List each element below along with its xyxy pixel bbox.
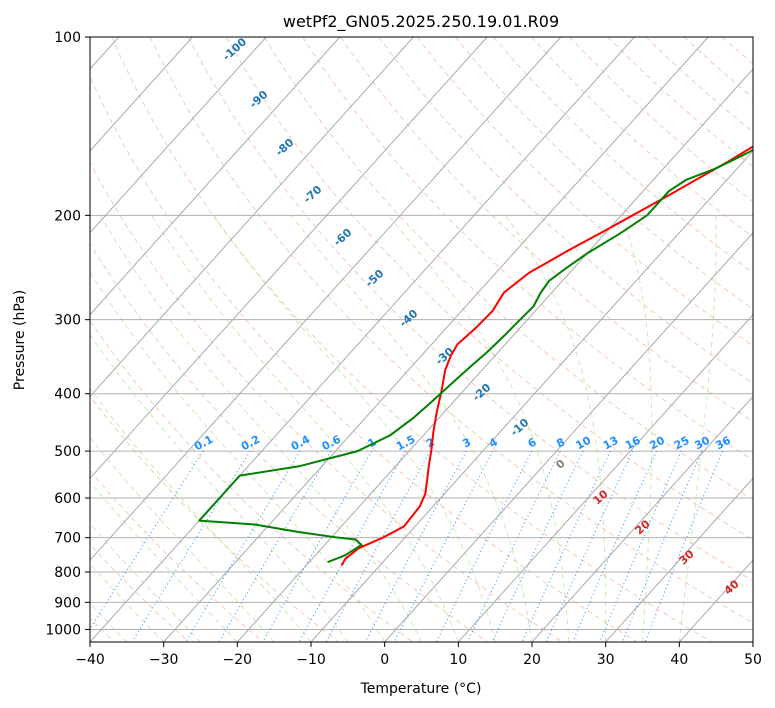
isotherm-gridline <box>163 37 709 642</box>
dry-adiabat-line <box>761 37 775 642</box>
x-tick-label: 50 <box>744 652 762 668</box>
mixing-ratio-line <box>393 450 494 642</box>
y-tick-label: 700 <box>54 531 81 547</box>
temperature-line <box>340 145 753 567</box>
x-tick-label: 30 <box>597 652 615 668</box>
y-tick-label: 500 <box>54 444 81 460</box>
mixing-ratio-label: 16 <box>623 434 643 453</box>
moist-adiabat-line <box>678 215 717 642</box>
dry-adiabat-line <box>111 37 712 642</box>
isotherm-gridline <box>90 37 193 152</box>
isotherm-gridline <box>605 477 753 642</box>
mixing-ratio-line <box>521 450 611 642</box>
plot-frame <box>89 36 754 643</box>
x-tick-label: 10 <box>449 652 467 668</box>
moist-adiabat-line <box>90 481 238 642</box>
dry-adiabat-line <box>187 37 753 582</box>
mixing-ratio-label: 30 <box>692 434 712 453</box>
x-tick-label: 0 <box>380 652 389 668</box>
x-tick-label: −10 <box>296 652 326 668</box>
y-tick-label: 200 <box>54 208 81 224</box>
x-axis-label: Temperature (°C) <box>360 681 482 697</box>
x-tick-label: 40 <box>670 652 688 668</box>
isotherm-gridline <box>531 395 753 642</box>
dry-adiabat-line <box>90 543 190 642</box>
isotherm-gridline <box>90 37 414 398</box>
mixing-ratio-line <box>545 450 633 642</box>
mixing-ratio-line <box>131 450 251 642</box>
isotherm-gridline <box>90 37 562 561</box>
moist-adiabat-line <box>90 436 275 642</box>
dry-adiabat-line <box>90 75 638 642</box>
dry-adiabat-line <box>302 37 753 461</box>
isotherm-gridline <box>310 150 753 642</box>
moist-adiabat-line <box>504 215 607 642</box>
x-tick-label: −30 <box>149 652 179 668</box>
chart-title: wetPf2_GN05.2025.250.19.01.R09 <box>283 12 559 32</box>
background-lines <box>90 37 775 642</box>
y-tick-label: 1000 <box>45 622 81 638</box>
y-tick-label: 600 <box>54 491 81 507</box>
dry-adiabat-line <box>90 161 563 642</box>
x-tick-label: −20 <box>223 652 253 668</box>
dewpoint-line <box>198 148 753 564</box>
isotherm-gridline <box>384 231 753 642</box>
y-tick-label: 400 <box>54 387 81 403</box>
mixing-ratio-label: 20 <box>647 434 667 453</box>
axes: −40 −30 −20 −10 0 10 20 30 40 50 100 200 300 400 500 60… <box>45 30 762 668</box>
y-tick-label: 900 <box>54 595 81 611</box>
isotherm-gridline <box>90 37 488 480</box>
plot-background <box>90 37 753 642</box>
isotherm-gridline <box>90 37 341 316</box>
moist-adiabat-line <box>151 215 459 642</box>
mixing-ratio-label: 25 <box>672 434 692 453</box>
moist-adiabat-line <box>90 387 312 642</box>
y-tick-label: 100 <box>54 30 81 46</box>
sounding-series <box>198 145 753 567</box>
mixing-ratio-label: 13 <box>601 434 621 453</box>
isotherm-gridline <box>90 37 635 642</box>
mixing-ratio-line <box>262 450 373 642</box>
y-tick-label: 800 <box>54 565 81 581</box>
moist-adiabat-line <box>290 215 533 642</box>
mixing-ratio-line <box>467 450 561 642</box>
moist-adiabat-line <box>90 333 349 642</box>
dry-adiabat-line <box>149 37 753 624</box>
mixing-ratio-line <box>491 450 584 642</box>
isotherm-gridline <box>457 313 753 642</box>
x-tick-label: −40 <box>75 652 105 668</box>
dry-adiabat-line <box>90 469 264 642</box>
mixing-ratio-line <box>644 450 724 642</box>
mixing-ratio-label: 10 <box>574 434 594 453</box>
mixing-ratio-line <box>435 450 533 642</box>
moist-adiabat-line <box>621 215 653 642</box>
x-tick-label: 20 <box>523 652 541 668</box>
isotherm-gridline <box>90 37 267 234</box>
mixing-ratio-label: 36 <box>713 434 733 453</box>
y-tick-label: 300 <box>54 313 81 329</box>
moist-adiabat-line <box>213 215 496 642</box>
mixing-ratio-line <box>325 450 431 642</box>
isotherm-gridline <box>752 641 753 642</box>
isotherm-gridline <box>236 68 753 642</box>
dry-adiabat-line <box>90 242 488 642</box>
y-axis-label: Pressure (hPa) <box>12 290 28 390</box>
dry-adiabat-line <box>264 37 753 501</box>
